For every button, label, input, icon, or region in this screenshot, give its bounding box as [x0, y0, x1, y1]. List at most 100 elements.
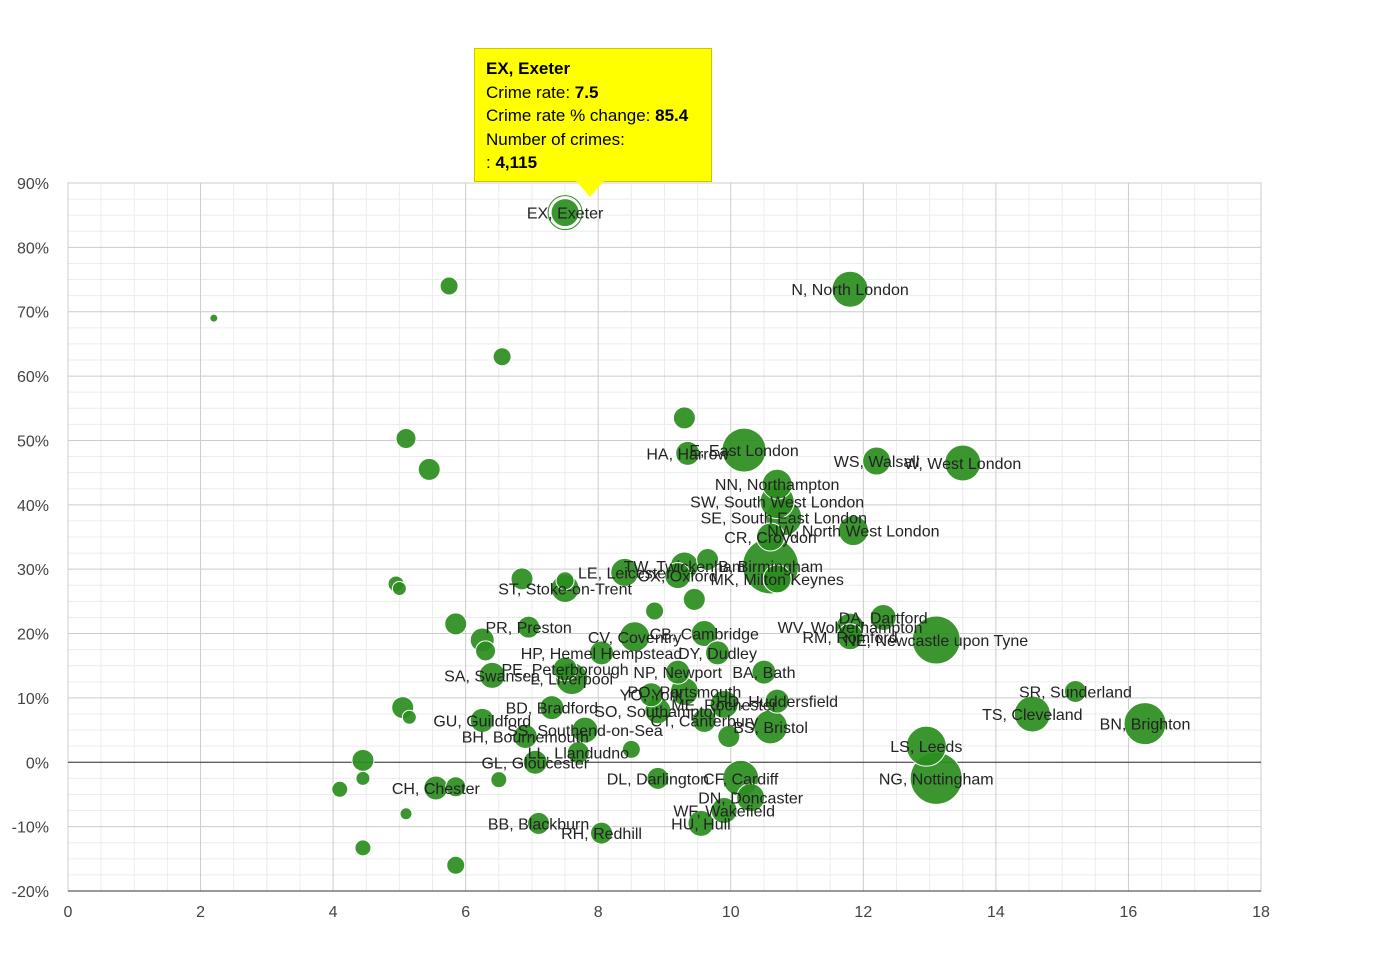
bubble-label: HP, Hemel Hempstead: [521, 646, 683, 663]
tooltip-count-value: 4,115: [495, 153, 538, 172]
bubble[interactable]: [469, 707, 495, 733]
bubble[interactable]: [1013, 695, 1051, 733]
bubble[interactable]: [638, 682, 664, 708]
bubble[interactable]: [539, 695, 565, 721]
bubble-label: BS, Bristol: [733, 720, 808, 737]
bubble[interactable]: [690, 620, 718, 648]
bubble[interactable]: [675, 440, 701, 466]
bubble[interactable]: [492, 347, 512, 367]
bubble[interactable]: [1123, 702, 1167, 746]
x-tick-label: 2: [196, 904, 205, 921]
bubble[interactable]: [522, 749, 548, 775]
bubble[interactable]: [645, 601, 665, 621]
tooltip-count-prefix: :: [486, 153, 496, 172]
bubble[interactable]: [905, 725, 947, 767]
bubble[interactable]: [351, 748, 375, 772]
bubble[interactable]: [709, 689, 739, 719]
y-axis: -20% -10% 0% 10% 20% 30% 40% 50% 60% 70% 80% 90%: [12, 176, 49, 901]
bubble[interactable]: [401, 709, 417, 725]
bubble[interactable]: [417, 457, 441, 481]
bubble-label: GL, Gloucester: [481, 755, 589, 772]
bubble[interactable]: [869, 603, 897, 631]
bubble[interactable]: [911, 615, 961, 665]
bubble[interactable]: [665, 659, 691, 685]
bubble[interactable]: [399, 807, 413, 821]
bubble[interactable]: [736, 783, 766, 813]
bubble-label: YO, York: [620, 688, 684, 705]
bubble-label: TS, Cleveland: [982, 707, 1083, 724]
bubble-label: B, Birmingham: [718, 559, 823, 576]
bubble[interactable]: [478, 661, 506, 689]
bubble-label: SR, Sunderland: [1019, 684, 1132, 701]
bubble-label: N, North London: [791, 282, 908, 299]
bubble-label: CB, Cambridge: [650, 627, 759, 644]
bubble[interactable]: [831, 270, 869, 308]
bubble-label: BB, Blackburn: [488, 816, 589, 833]
y-tick-label: 10%: [17, 691, 49, 708]
bubble[interactable]: [721, 427, 767, 473]
bubble[interactable]: [510, 567, 534, 591]
bubble[interactable]: [439, 276, 459, 296]
bubble[interactable]: [1063, 679, 1087, 703]
bubble[interactable]: [751, 659, 777, 685]
bubble[interactable]: [395, 428, 417, 450]
bubble-label: CR, Croydon: [724, 530, 816, 547]
bubble[interactable]: [590, 821, 614, 845]
bubble[interactable]: [761, 468, 793, 500]
bubble[interactable]: [764, 688, 790, 714]
bubble[interactable]: [610, 557, 640, 587]
bubble-label: E, East London: [689, 443, 798, 460]
bubble[interactable]: [837, 515, 869, 547]
bubble[interactable]: [552, 656, 578, 682]
bubble-label: BH, Bournemouth: [462, 730, 589, 747]
bubble[interactable]: [445, 776, 467, 798]
bubble[interactable]: [621, 739, 641, 759]
bubble-label: SW, South West London: [690, 495, 864, 512]
bubble[interactable]: [444, 612, 468, 636]
bubble[interactable]: [571, 716, 599, 744]
tooltip-title: EX, Exeter: [486, 59, 571, 78]
bubble[interactable]: [672, 406, 696, 430]
bubble-label: SE, South East London: [701, 511, 867, 528]
bubble[interactable]: [512, 724, 538, 750]
bubble[interactable]: [691, 707, 717, 733]
bubble[interactable]: [555, 571, 575, 591]
bubble[interactable]: [490, 771, 508, 789]
bubble[interactable]: [446, 855, 466, 875]
x-tick-label: 6: [461, 904, 470, 921]
bubble[interactable]: [710, 797, 738, 825]
bubble[interactable]: [331, 780, 349, 798]
bubble[interactable]: [517, 615, 541, 639]
bubble-label: CH, Chester: [392, 781, 481, 798]
bubble-label: RM, Romford: [803, 630, 898, 647]
bubble[interactable]: [705, 640, 731, 666]
bubble[interactable]: [862, 446, 892, 476]
bubble[interactable]: [589, 640, 615, 666]
bubble[interactable]: [756, 522, 786, 552]
bubble[interactable]: [209, 313, 219, 323]
bubble-label: DA, Dartford: [839, 610, 928, 627]
bubble[interactable]: [696, 548, 720, 572]
bubble[interactable]: [762, 564, 792, 594]
bubble[interactable]: [944, 444, 982, 482]
bubble[interactable]: [566, 741, 590, 765]
bubble[interactable]: [687, 809, 715, 837]
bubble-label: LL, Llandudno: [528, 746, 630, 763]
bubble[interactable]: [646, 766, 670, 790]
bubble[interactable]: [664, 562, 692, 590]
bubble-label: TW, Twickenham: [624, 559, 746, 576]
bubble[interactable]: [391, 580, 407, 596]
bubble[interactable]: [619, 621, 651, 653]
bubble[interactable]: [355, 770, 371, 786]
bubble[interactable]: [527, 811, 551, 835]
bubble-highlight-ring: [547, 195, 583, 231]
y-tick-label: 30%: [17, 562, 49, 579]
bubble-label: CV, Coventry: [588, 630, 682, 647]
bubble[interactable]: [354, 839, 372, 857]
bubble[interactable]: [682, 587, 706, 611]
bubble-label: RH, Redhill: [561, 826, 642, 843]
bubble[interactable]: [475, 640, 497, 662]
bubble[interactable]: [836, 623, 864, 651]
bubble[interactable]: [717, 725, 741, 749]
bubble[interactable]: [550, 198, 580, 228]
